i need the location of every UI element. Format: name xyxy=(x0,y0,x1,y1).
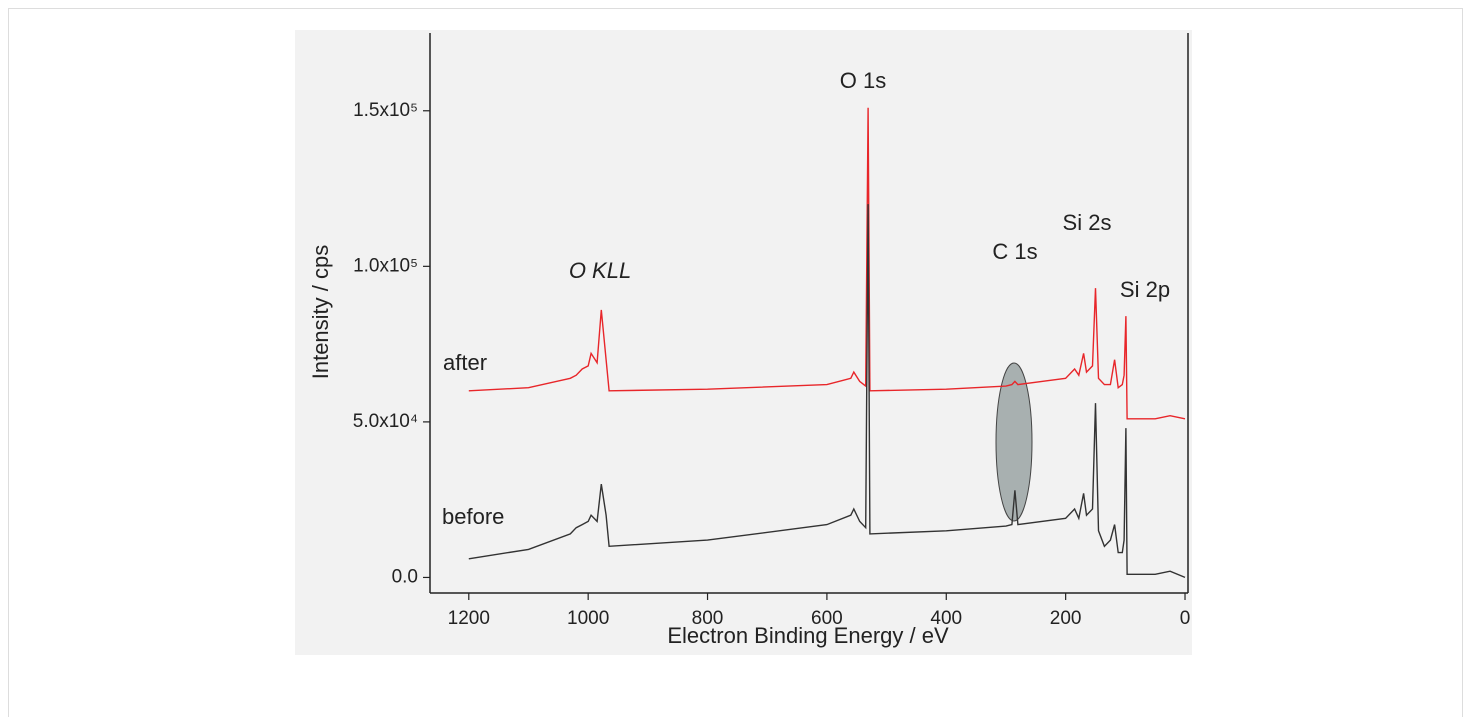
highlight-ellipse xyxy=(995,362,1033,522)
frame xyxy=(8,8,1463,717)
series-label: after xyxy=(443,350,487,375)
x-axis-label: Electron Binding Energy / eV xyxy=(667,623,949,648)
peak-annotation: Si 2p xyxy=(1120,277,1170,302)
y-tick-label: 0.0 xyxy=(392,566,418,587)
y-tick-label: 5.0x10⁴ xyxy=(353,411,418,432)
y-axis-label: Intensity / cps xyxy=(308,245,333,380)
series-label: before xyxy=(442,504,504,529)
y-tick-label: 1.0x10⁵ xyxy=(353,255,418,276)
x-tick-label: 1000 xyxy=(567,608,609,629)
peak-annotation: Si 2s xyxy=(1063,210,1112,235)
peak-annotation: O KLL xyxy=(569,258,631,283)
x-tick-label: 400 xyxy=(930,608,962,629)
peak-annotation: O 1s xyxy=(840,68,886,93)
x-tick-label: 0 xyxy=(1180,608,1191,629)
spectrum-line xyxy=(468,204,1186,579)
x-tick-label: 1200 xyxy=(448,608,490,629)
x-tick-label: 200 xyxy=(1050,608,1082,629)
chart-panel xyxy=(295,30,1192,655)
x-tick-label: 800 xyxy=(692,608,724,629)
x-tick-label: 600 xyxy=(811,608,843,629)
y-tick-label: 1.5x10⁵ xyxy=(353,100,418,121)
peak-annotation: C 1s xyxy=(992,239,1037,264)
spectrum-line xyxy=(468,107,1186,420)
